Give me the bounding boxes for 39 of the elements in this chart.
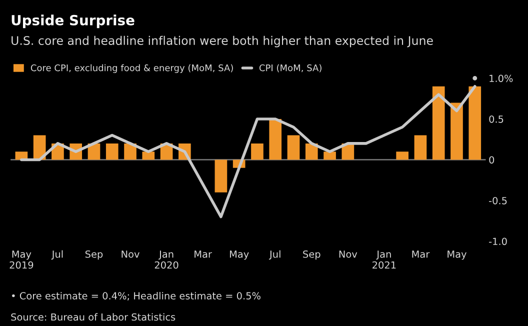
bar [396,152,408,160]
bar [269,118,282,160]
line-series [20,85,476,218]
bar [432,86,445,160]
y-tick-label: -1.0 [489,238,507,246]
x-tick-label: May 2019 [10,250,34,269]
bar [287,135,300,160]
x-tick-label: Mar [412,250,430,258]
bar [214,160,228,192]
x-tick-label: Nov [122,250,140,258]
bar [468,86,482,160]
x-tick-label: Nov [339,250,358,258]
text: • Core estimate = 0.4%; Headline estimate = 0.5% [12,292,260,300]
bar [142,152,155,160]
x-tick-label: Mar [194,250,212,258]
bar [106,143,118,160]
chart-subtitle: U.S. core and headline inflation were both higher than expected in June [12,36,433,48]
x-tick-label: Sep [303,250,320,260]
x-tick-label: Jul [51,250,63,260]
legend-label: CPI (MoM, SA) [259,64,322,72]
bar [450,102,463,160]
y-tick-label: 0 [489,156,494,164]
bar [305,143,318,160]
x-tick-label: May [448,250,466,260]
bar [251,143,264,160]
source-note: Source: Bureau of Labor Statistics [11,313,176,321]
x-tick-label: May [230,250,249,260]
x-tick-label: Sep [85,250,103,260]
y-tick-label: 0.5 [489,115,504,123]
y-tick-label: -0.5 [489,196,507,204]
x-tick-label: Jul [269,250,280,260]
legend-label: Core CPI, excluding food & energy (MoM, SA) [30,64,233,73]
bar [414,135,427,160]
chart-title: Upside Surprise [12,14,134,28]
bar [124,143,136,160]
x-tick-label: Jan 2021 [372,250,396,269]
x-tick-label: Jan 2020 [154,250,178,269]
y-tick-label: 1.0% [490,74,513,82]
bar [324,152,336,160]
